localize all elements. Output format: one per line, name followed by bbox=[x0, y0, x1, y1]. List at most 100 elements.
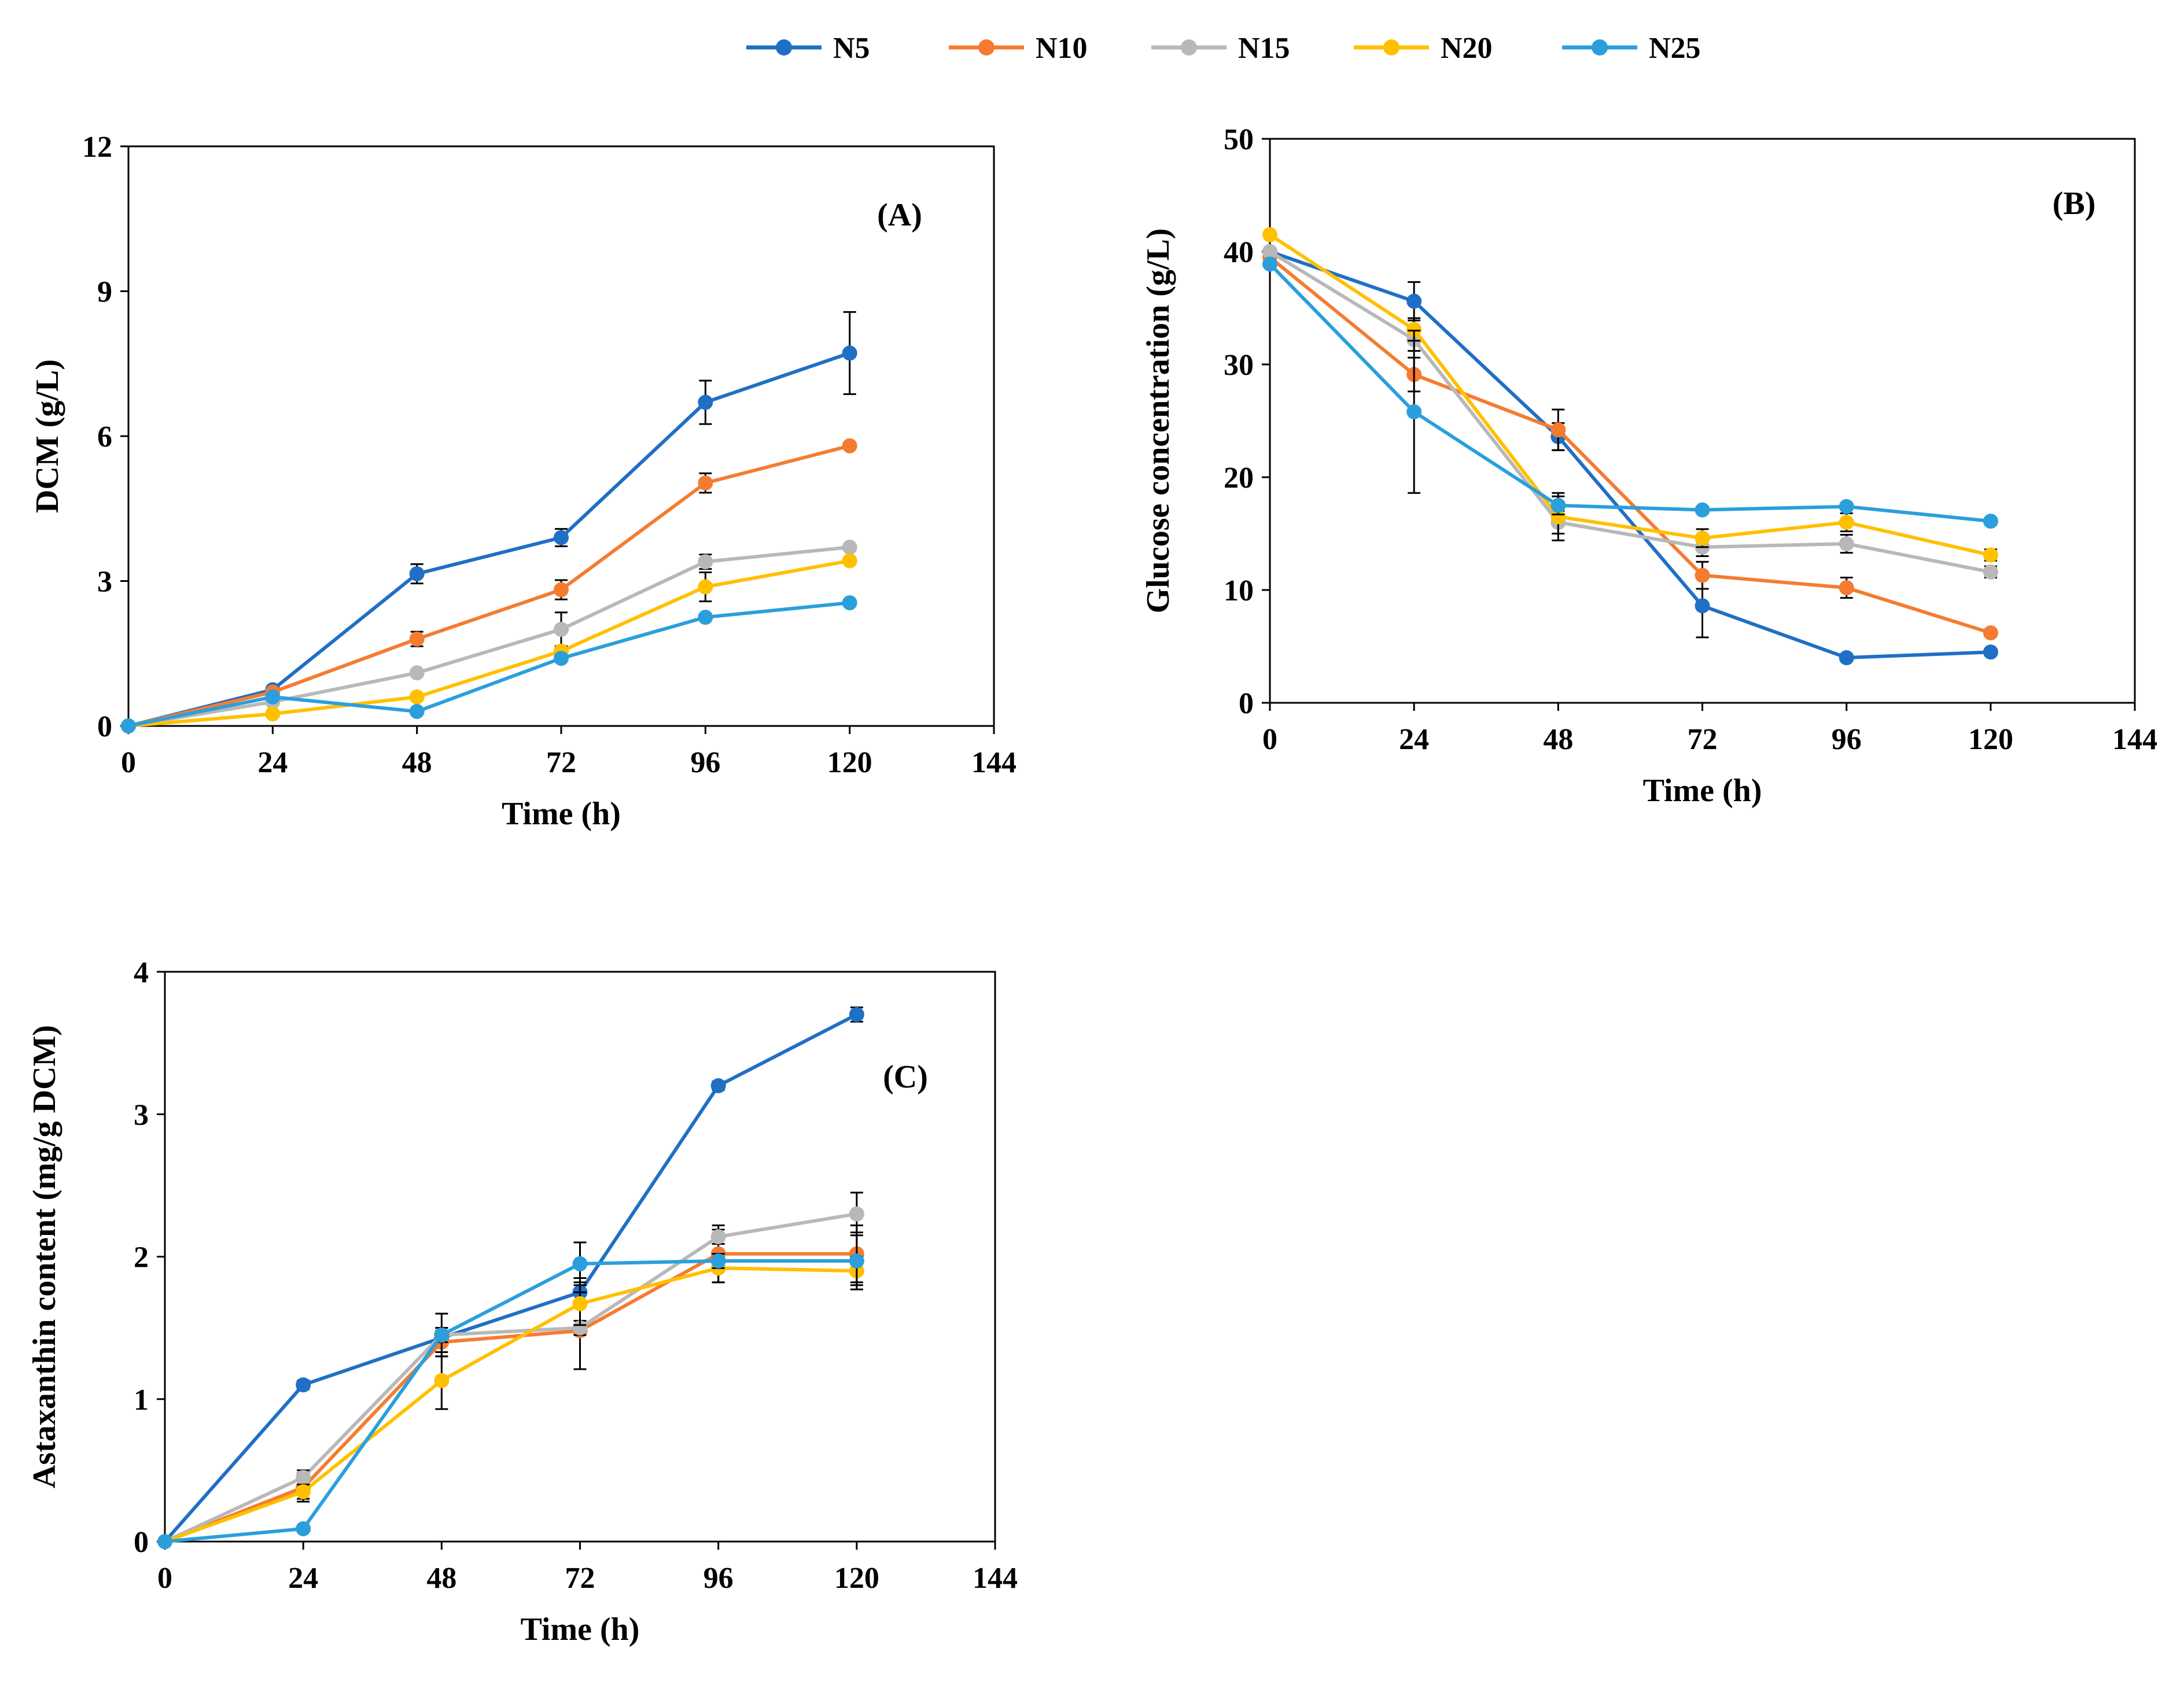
data-point-n15 bbox=[849, 1206, 864, 1222]
data-point-n25 bbox=[698, 610, 713, 625]
y-tick-label: 12 bbox=[82, 131, 112, 164]
series-line-n20 bbox=[128, 559, 850, 728]
x-axis-title: Time (h) bbox=[521, 1612, 640, 1647]
data-point-n25 bbox=[572, 1256, 588, 1271]
data-point-n10 bbox=[698, 475, 713, 491]
x-tick-label: 144 bbox=[973, 1562, 1018, 1595]
data-point-n5 bbox=[849, 1006, 864, 1022]
y-tick-label: 3 bbox=[134, 1098, 149, 1131]
series-line-n20 bbox=[164, 1266, 857, 1543]
series-line-n10 bbox=[128, 444, 850, 728]
x-tick-label: 0 bbox=[121, 746, 136, 779]
y-tick-label: 3 bbox=[97, 566, 112, 599]
legend-marker-n5 bbox=[776, 39, 792, 56]
y-tick-label: 10 bbox=[1224, 574, 1254, 607]
data-point-n5 bbox=[842, 345, 857, 361]
series-line-n20 bbox=[1269, 233, 1991, 557]
y-axis-title: Astaxanthin content (mg/g DCM) bbox=[27, 1025, 62, 1488]
x-tick-label: 96 bbox=[1832, 723, 1862, 756]
y-tick-label: 30 bbox=[1224, 349, 1254, 382]
panel-label: (C) bbox=[883, 1059, 928, 1095]
data-point-n25 bbox=[409, 703, 425, 719]
panel-label: (A) bbox=[877, 197, 922, 233]
x-tick-label: 72 bbox=[546, 746, 576, 779]
y-tick-label: 0 bbox=[1239, 687, 1254, 720]
data-point-n15 bbox=[710, 1229, 726, 1245]
legend-label-n5: N5 bbox=[833, 32, 870, 65]
y-tick-label: 20 bbox=[1224, 462, 1254, 495]
data-point-n5 bbox=[554, 530, 569, 545]
data-point-n25 bbox=[710, 1253, 726, 1269]
data-point-n25 bbox=[1406, 404, 1422, 419]
data-point-n15 bbox=[1839, 536, 1854, 552]
data-point-n10 bbox=[554, 582, 569, 598]
panel-a: 0 24 48 72 96 120 144 0 3 6 9 12 Time (h) DCM (g/L) (A… bbox=[30, 131, 1017, 832]
x-tick-label: 48 bbox=[426, 1562, 456, 1595]
data-point-n20 bbox=[572, 1296, 588, 1311]
data-point-n20 bbox=[1550, 509, 1566, 525]
y-tick-label: 6 bbox=[97, 421, 112, 453]
panel-c: 0 24 48 72 96 120 144 0 1 2 3 4 Time (h) Astaxanthin … bbox=[27, 956, 1018, 1647]
y-tick-label: 2 bbox=[134, 1241, 149, 1274]
data-point-n25 bbox=[296, 1521, 311, 1536]
data-point-n25 bbox=[121, 718, 136, 733]
data-point-n5 bbox=[1406, 293, 1422, 309]
data-point-n20 bbox=[409, 689, 425, 705]
data-point-n10 bbox=[1839, 580, 1854, 596]
series-line-n25 bbox=[164, 1259, 857, 1543]
data-point-n15 bbox=[842, 540, 857, 555]
x-tick-label: 144 bbox=[2112, 723, 2157, 756]
series-line-n10 bbox=[164, 1252, 857, 1543]
legend-marker-n20 bbox=[1383, 39, 1399, 56]
data-point-n25 bbox=[157, 1534, 172, 1549]
data-point-n15 bbox=[572, 1320, 588, 1336]
data-point-n10 bbox=[1550, 422, 1566, 438]
data-point-n25 bbox=[554, 651, 569, 666]
series-line-n15 bbox=[164, 1212, 857, 1543]
legend-label-n10: N10 bbox=[1036, 32, 1088, 65]
data-point-n20 bbox=[1406, 322, 1422, 337]
legend: N5 N10 N15 N20 N25 bbox=[746, 32, 1701, 65]
data-point-n10 bbox=[1983, 625, 1998, 641]
series-line-n25 bbox=[128, 601, 850, 728]
panel-label: (B) bbox=[2053, 186, 2096, 222]
legend-marker-n10 bbox=[978, 39, 995, 56]
x-tick-label: 0 bbox=[157, 1562, 172, 1595]
data-point-n10 bbox=[409, 631, 425, 647]
x-tick-label: 48 bbox=[402, 746, 432, 779]
data-point-n5 bbox=[296, 1377, 311, 1393]
data-point-n25 bbox=[434, 1327, 450, 1343]
data-point-n25 bbox=[1983, 514, 1998, 529]
y-tick-label: 4 bbox=[134, 956, 149, 989]
data-point-n20 bbox=[1839, 515, 1854, 530]
data-point-n5 bbox=[1839, 650, 1854, 665]
y-tick-label: 0 bbox=[134, 1526, 149, 1559]
data-point-n15 bbox=[296, 1470, 311, 1485]
data-point-n5 bbox=[1983, 644, 1998, 660]
series-line-n5 bbox=[163, 1013, 858, 1543]
x-tick-label: 72 bbox=[565, 1562, 595, 1595]
data-point-n25 bbox=[1695, 502, 1710, 518]
x-tick-label: 144 bbox=[971, 746, 1017, 779]
series-line-n5 bbox=[128, 351, 850, 728]
y-tick-label: 50 bbox=[1224, 123, 1254, 156]
x-tick-label: 0 bbox=[1262, 723, 1277, 756]
series-line-n15 bbox=[1269, 250, 1991, 574]
legend-label-n25: N25 bbox=[1649, 32, 1701, 65]
panel-b: 0 24 48 72 96 120 144 0 10 20 30 40 50 Time (h) Glucos… bbox=[1140, 123, 2157, 809]
y-tick-label: 1 bbox=[134, 1384, 149, 1417]
data-point-n15 bbox=[698, 554, 713, 570]
data-point-n15 bbox=[1983, 564, 1998, 580]
series-line-n25 bbox=[1268, 263, 1991, 523]
y-tick-label: 0 bbox=[97, 710, 112, 743]
legend-marker-n15 bbox=[1181, 39, 1197, 56]
data-point-n25 bbox=[842, 595, 857, 611]
x-tick-label: 120 bbox=[834, 1562, 879, 1595]
y-axis-title: DCM (g/L) bbox=[30, 359, 65, 513]
y-axis-title: Glucose concentration (g/L) bbox=[1140, 228, 1176, 614]
x-tick-label: 48 bbox=[1543, 723, 1573, 756]
x-tick-label: 96 bbox=[704, 1562, 734, 1595]
data-point-n15 bbox=[1262, 244, 1277, 259]
legend-label-n20: N20 bbox=[1441, 32, 1493, 65]
data-point-n15 bbox=[409, 665, 425, 681]
